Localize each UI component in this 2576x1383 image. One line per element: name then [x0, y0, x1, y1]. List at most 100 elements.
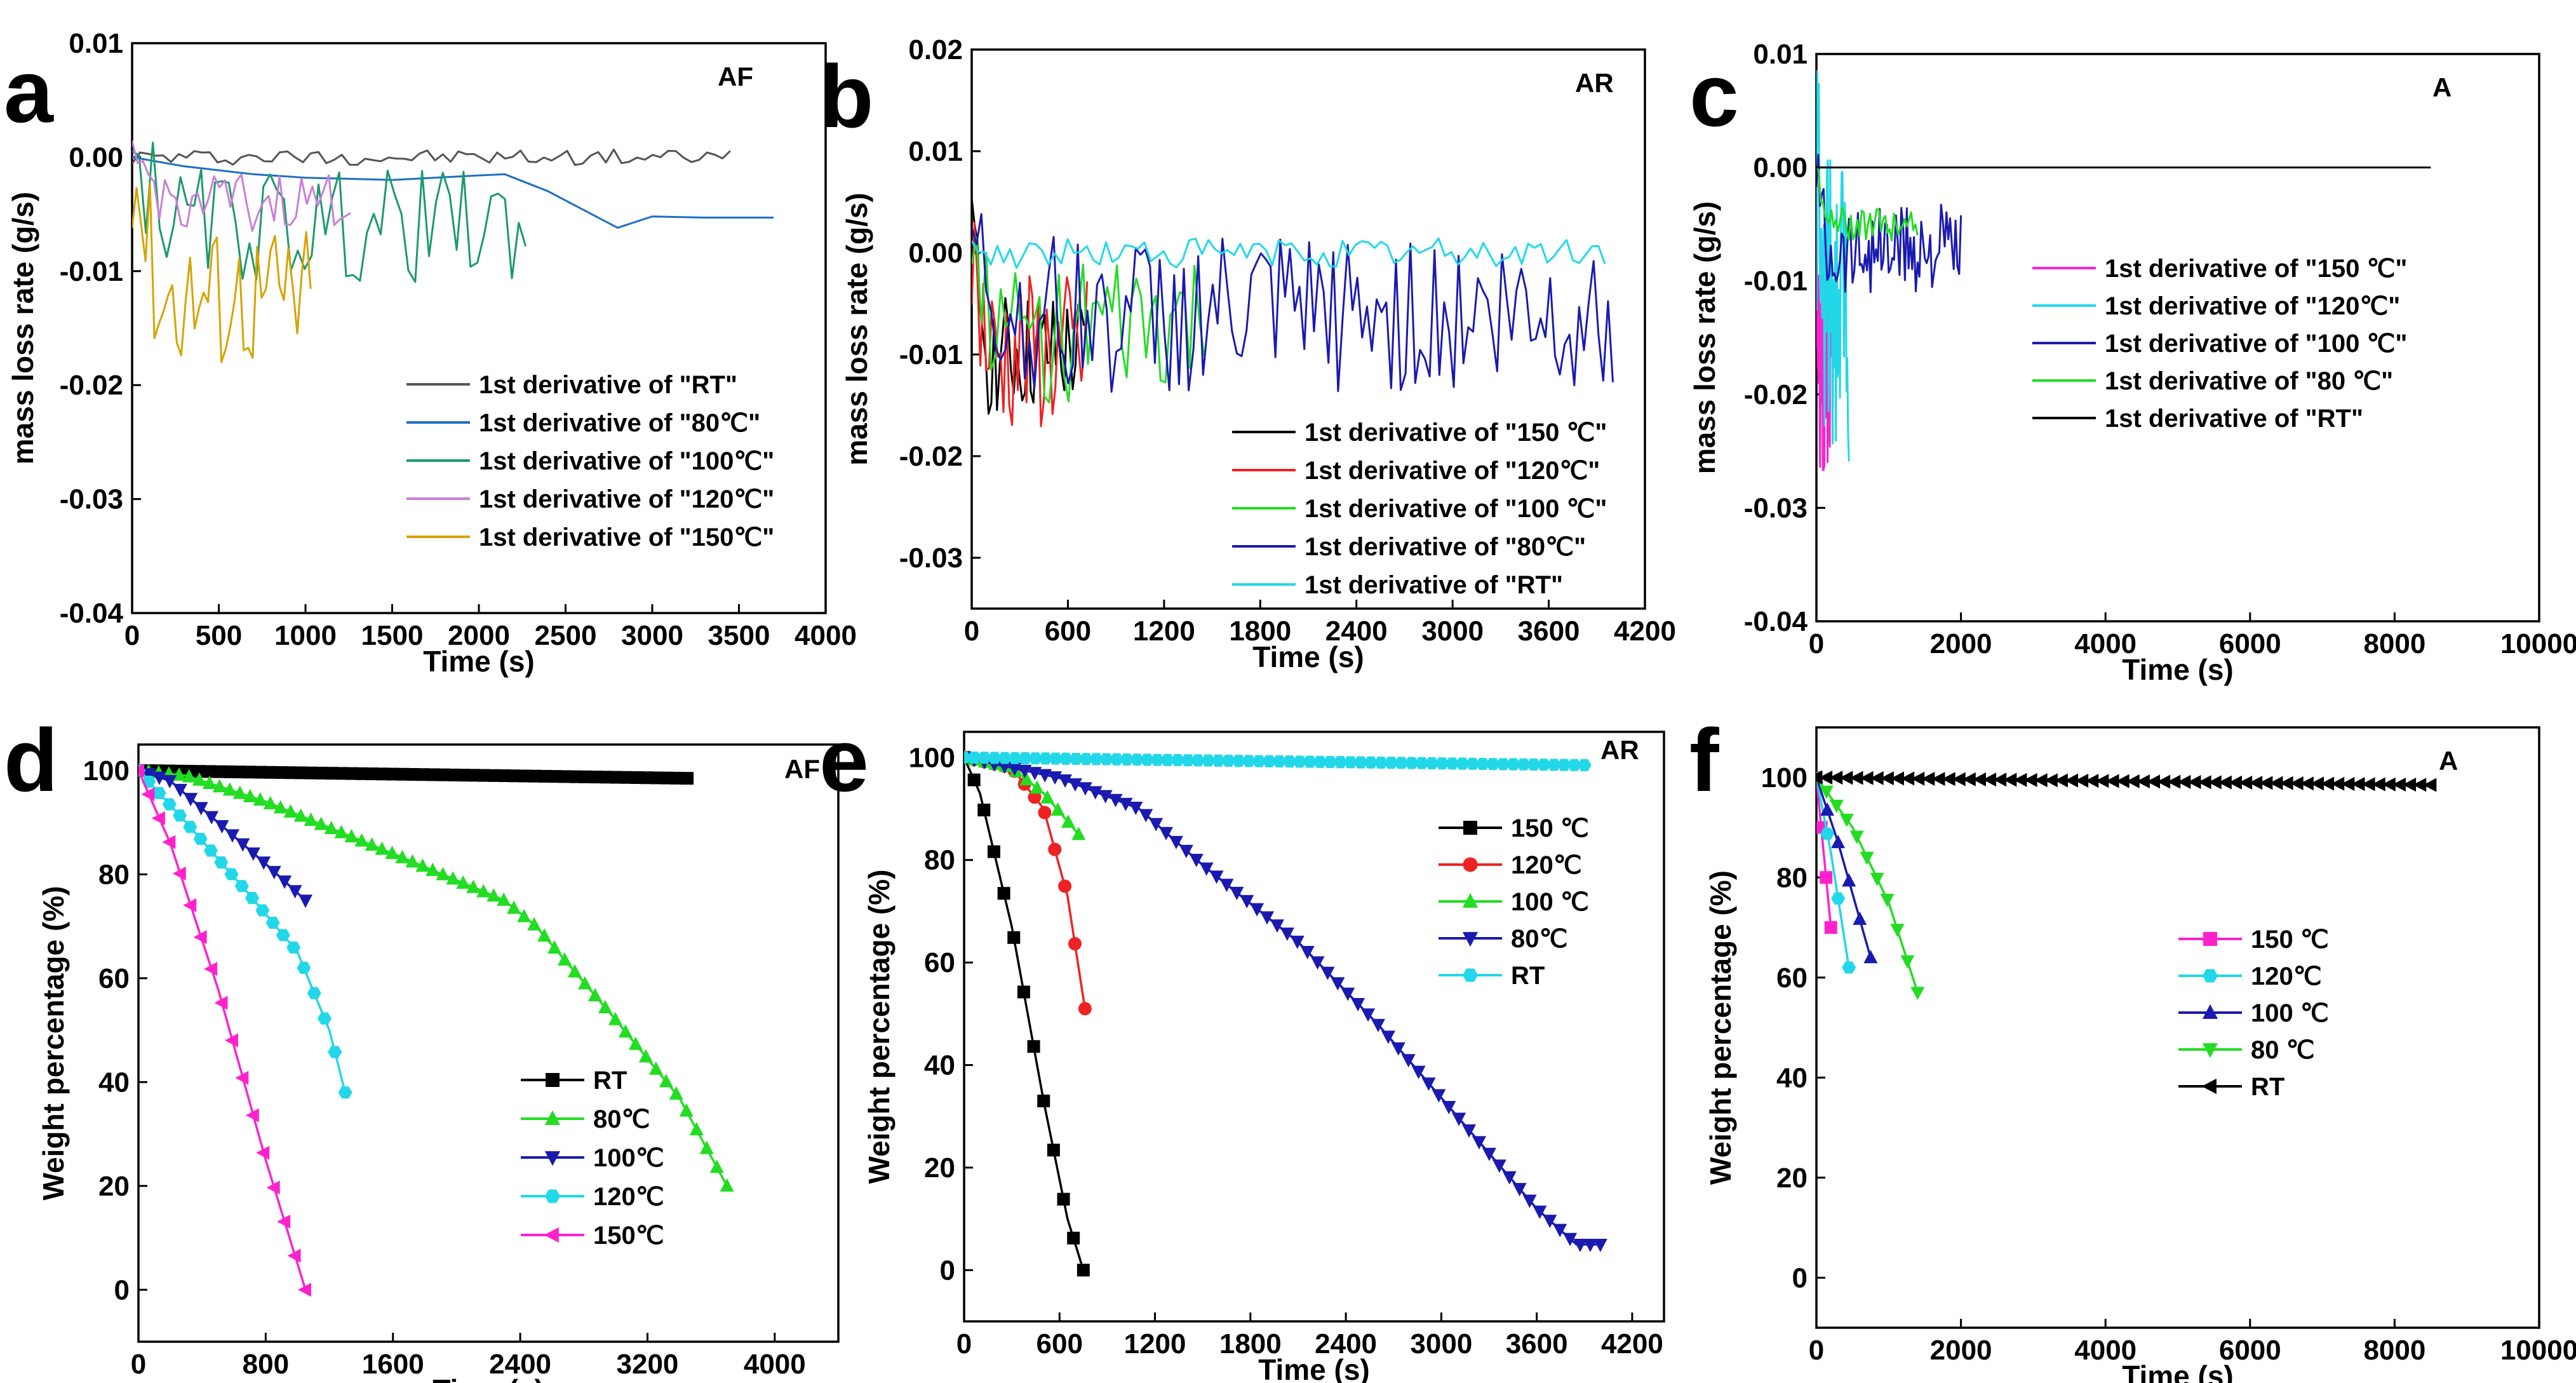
- plot-area: [1816, 769, 2437, 1001]
- x-tick-label: 10000: [2500, 1335, 2576, 1366]
- legend: RT 80℃ 100℃ 120℃ 150℃: [521, 1067, 664, 1250]
- data-point-marker: [1583, 1238, 1597, 1252]
- data-point-marker: [1047, 1144, 1060, 1157]
- data-point-marker: [283, 804, 298, 818]
- data-point-marker: [2321, 776, 2335, 791]
- x-tick-label: 1800: [1229, 616, 1291, 647]
- legend-label: 80℃: [593, 1105, 650, 1133]
- legend-marker: [544, 1189, 561, 1203]
- data-point-marker: [1820, 827, 1835, 840]
- x-tick-label: 0: [956, 1328, 972, 1359]
- data-point-marker: [1502, 1171, 1517, 1185]
- legend-label: 1st derivative of "RT": [2105, 405, 2363, 433]
- x-tick-label: 3500: [708, 620, 770, 651]
- data-point-marker: [162, 798, 177, 811]
- y-tick-label: 40: [1776, 1062, 1808, 1093]
- data-point-marker: [193, 930, 207, 945]
- legend-label: 1st derivative of "120℃": [2105, 292, 2400, 320]
- y-tick-label: 0.01: [1753, 39, 1808, 70]
- data-point-marker: [297, 1283, 311, 1297]
- data-point-marker: [2075, 773, 2089, 788]
- data-point-marker: [1069, 753, 1083, 766]
- data-point-marker: [215, 820, 229, 834]
- data-point-marker: [2023, 772, 2037, 787]
- y-tick-label: 0: [114, 1274, 130, 1305]
- data-point-marker: [2065, 773, 2079, 788]
- data-point-marker: [328, 1046, 342, 1058]
- data-point-marker: [2013, 772, 2027, 787]
- legend-marker: [544, 1110, 561, 1125]
- legend-marker: [1463, 821, 1477, 835]
- legend-marker: [2203, 932, 2217, 946]
- data-point-marker: [245, 1108, 259, 1123]
- legend-label: 1st derivative of "150℃": [479, 523, 774, 551]
- x-tick-label: 4000: [795, 620, 857, 651]
- series-line-3: [132, 140, 351, 232]
- data-point-marker: [447, 768, 460, 781]
- data-point-marker: [967, 773, 981, 786]
- data-point-marker: [648, 1061, 663, 1075]
- data-point-marker: [151, 811, 165, 825]
- data-point-marker: [1401, 1054, 1416, 1068]
- data-point-marker: [203, 844, 218, 857]
- data-point-marker: [2371, 777, 2385, 792]
- data-point-marker: [1962, 772, 1976, 786]
- y-tick-label: 40: [924, 1050, 955, 1081]
- y-tick-label: 0.01: [908, 136, 963, 167]
- sample-tag: AR: [1600, 735, 1639, 765]
- data-point-marker: [267, 866, 281, 880]
- x-tick-label: 1000: [274, 620, 337, 651]
- data-point-marker: [278, 875, 292, 889]
- data-point-marker: [568, 964, 582, 978]
- data-point-marker: [1361, 1008, 1376, 1022]
- data-point-marker: [224, 868, 239, 880]
- data-point-marker: [1078, 1002, 1092, 1016]
- data-point-marker: [257, 856, 271, 870]
- data-point-marker: [1404, 757, 1419, 769]
- data-point-marker: [1088, 786, 1103, 800]
- data-point-marker: [287, 1248, 301, 1263]
- data-point-marker: [2249, 776, 2263, 790]
- data-point-marker: [1931, 772, 1945, 786]
- panel-c: 0 2000 4000 6000 8000 10000 0.01 0.00 -0.01 -0.02…: [1688, 39, 2576, 686]
- x-tick-label: 4000: [744, 1349, 806, 1380]
- y-tick-label: -0.02: [899, 441, 963, 472]
- data-point-marker: [1038, 769, 1052, 783]
- data-point-marker: [396, 767, 410, 781]
- y-tick-label: 60: [924, 947, 955, 978]
- data-point-marker: [488, 769, 501, 782]
- data-point-marker: [569, 770, 582, 783]
- data-point-marker: [2116, 774, 2130, 788]
- y-tick-label: 20: [924, 1152, 955, 1184]
- x-tick-label: 2500: [535, 620, 597, 651]
- data-point-marker: [277, 1214, 291, 1229]
- legend: 1st derivative of "150 ℃" 1st derivative …: [2032, 255, 2407, 433]
- x-tick-label: 0: [964, 616, 979, 647]
- y-tick-label: -0.01: [1744, 266, 1808, 297]
- y-axis-label: mass loss rate (g/s): [840, 192, 873, 466]
- y-axis-label: Weight percentage (%): [37, 886, 70, 1201]
- data-point-marker: [182, 769, 196, 783]
- data-point-marker: [2003, 772, 2017, 787]
- data-point-marker: [214, 856, 229, 869]
- series-line-1: [1816, 71, 1850, 462]
- data-point-marker: [263, 795, 278, 809]
- data-point-marker: [298, 894, 312, 908]
- data-point-marker: [415, 858, 430, 872]
- legend-marker: [544, 1151, 561, 1166]
- data-point-marker: [245, 892, 260, 905]
- x-tick-label: 3600: [1518, 616, 1580, 647]
- x-tick-label: 4000: [2074, 628, 2137, 659]
- data-point-marker: [446, 871, 460, 885]
- y-tick-label: 20: [1776, 1163, 1808, 1194]
- y-tick-label: 80: [1776, 862, 1808, 893]
- data-point-marker: [2126, 774, 2140, 788]
- panel-letter-d: d: [4, 710, 58, 810]
- data-point-marker: [1191, 754, 1205, 767]
- data-point-marker: [1839, 771, 1853, 785]
- data-point-marker: [1068, 778, 1082, 792]
- data-point-marker: [243, 788, 257, 802]
- data-point-marker: [518, 769, 532, 783]
- legend-marker: [1462, 932, 1479, 947]
- data-point-marker: [2331, 776, 2345, 791]
